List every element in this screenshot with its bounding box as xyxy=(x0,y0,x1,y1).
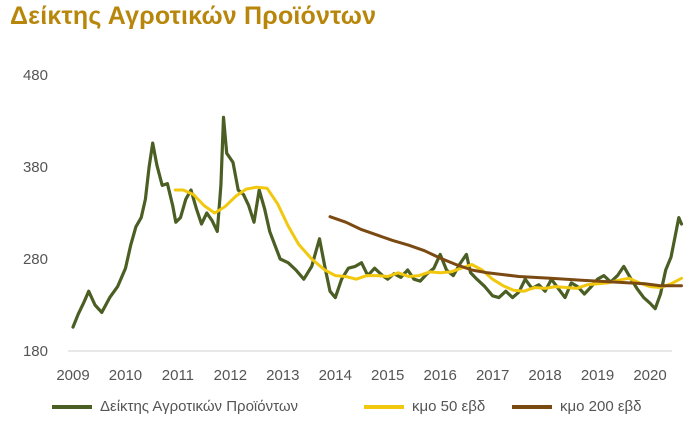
legend-item-ma200: κμο 200 εβδ xyxy=(512,398,642,415)
legend-label-ma200: κμο 200 εβδ xyxy=(560,398,642,415)
y-tick-label: 480 xyxy=(23,67,48,84)
y-tick-label: 180 xyxy=(23,343,48,360)
y-tick-label: 280 xyxy=(23,251,48,268)
x-axis-ticks: 2009 2010 2011 2012 2013 2014 2015 2016 2017 2018… xyxy=(56,367,666,384)
x-tick-label: 2016 xyxy=(423,367,456,384)
x-tick-label: 2009 xyxy=(56,367,89,384)
y-axis-ticks: 180 280 380 480 xyxy=(23,67,48,360)
x-tick-label: 2012 xyxy=(214,367,247,384)
series-line-ma200 xyxy=(328,215,683,288)
x-tick-label: 2020 xyxy=(633,367,666,384)
series-layer xyxy=(71,115,684,329)
x-tick-label: 2011 xyxy=(162,367,194,384)
series-line-ma50 xyxy=(173,185,683,293)
series-line-index xyxy=(71,115,684,329)
x-tick-label: 2015 xyxy=(371,367,404,384)
legend-item-ma50: κμο 50 εβδ xyxy=(364,398,485,415)
legend-swatch-index xyxy=(52,404,92,409)
x-tick-label: 2017 xyxy=(476,367,509,384)
x-tick-label: 2014 xyxy=(319,367,352,384)
x-tick-label: 2010 xyxy=(109,367,142,384)
x-tick-label: 2018 xyxy=(528,367,561,384)
legend: Δείκτης Αγροτικών Προϊόντων κμο 50 εβδ κ… xyxy=(0,398,700,424)
x-tick-label: 2019 xyxy=(581,367,614,384)
x-tick-label: 2013 xyxy=(266,367,299,384)
chart-title: Δείκτης Αγροτικών Προϊόντων xyxy=(10,2,377,30)
legend-swatch-ma50 xyxy=(364,404,404,409)
legend-item-index: Δείκτης Αγροτικών Προϊόντων xyxy=(52,398,298,415)
y-tick-label: 380 xyxy=(23,159,48,176)
legend-swatch-ma200 xyxy=(512,404,552,409)
legend-label-index: Δείκτης Αγροτικών Προϊόντων xyxy=(100,398,299,415)
legend-label-ma50: κμο 50 εβδ xyxy=(412,398,486,415)
